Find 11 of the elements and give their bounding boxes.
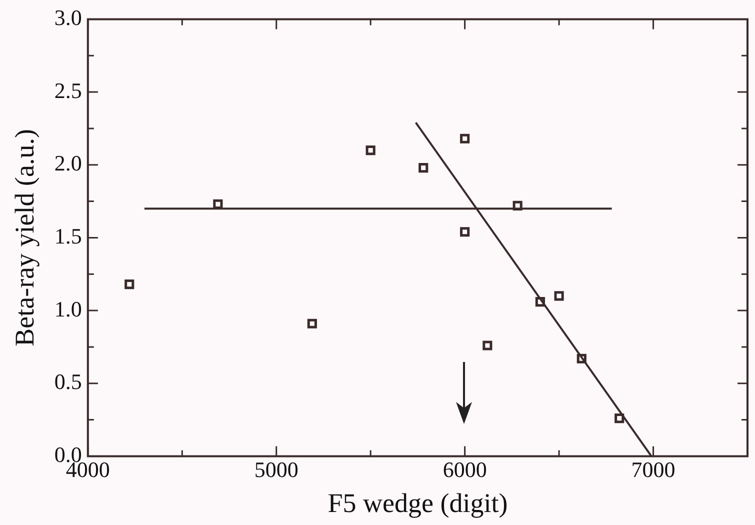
x-tick-label: 7000 bbox=[631, 457, 676, 482]
y-tick-label: 3.0 bbox=[54, 4, 82, 30]
y-tick-label: 0.5 bbox=[54, 369, 82, 394]
y-tick-label: 2.5 bbox=[54, 78, 82, 103]
y-tick-label: 1.5 bbox=[54, 223, 82, 248]
x-tick-label: 5000 bbox=[254, 457, 298, 482]
x-tick-label: 6000 bbox=[442, 457, 487, 482]
y-tick-label: 1.0 bbox=[54, 296, 82, 322]
y-axis-title: Beta-ray yield (a.u.) bbox=[9, 128, 40, 346]
y-tick-label: 2.0 bbox=[54, 150, 82, 176]
x-axis-title: F5 wedge (digit) bbox=[328, 488, 508, 518]
